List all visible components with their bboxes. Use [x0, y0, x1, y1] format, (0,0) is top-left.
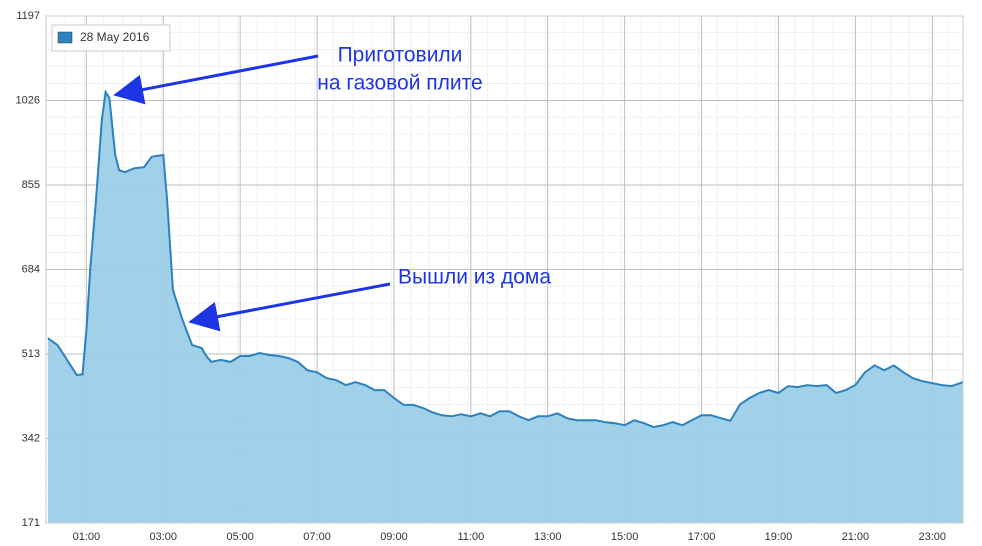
x-tick-label: 21:00 — [842, 531, 870, 543]
x-tick-label: 01:00 — [73, 531, 101, 543]
y-tick-label: 1026 — [16, 94, 40, 106]
x-tick-label: 11:00 — [457, 531, 484, 543]
x-tick-label: 19:00 — [765, 531, 793, 543]
x-tick-label: 05:00 — [226, 531, 254, 543]
y-tick-label: 684 — [22, 263, 40, 275]
x-tick-label: 23:00 — [918, 531, 946, 543]
x-tick-label: 09:00 — [380, 531, 408, 543]
y-tick-label: 342 — [22, 432, 40, 444]
line — [47, 89, 964, 429]
plot-frame — [45, 15, 964, 524]
x-tick-label: 07:00 — [303, 531, 331, 543]
x-tick-label: 15:00 — [611, 531, 639, 543]
x-tick-label: 03:00 — [150, 531, 178, 543]
y-tick-label: 513 — [22, 348, 40, 360]
annotation: Приготовили — [338, 44, 463, 67]
x-tick-label: 17:00 — [688, 531, 716, 543]
y-tick-label: 171 — [22, 517, 40, 529]
annotation-arrow — [113, 54, 319, 105]
legend-label: 28 May 2016 — [80, 30, 150, 44]
legend-swatch — [57, 31, 73, 44]
x-tick-label: 13:00 — [534, 531, 562, 543]
y-tick-label: 1197 — [16, 10, 40, 22]
y-tick-label: 855 — [22, 179, 40, 191]
annotation: на газовой плите — [317, 72, 482, 95]
annotation: Вышли из дома — [398, 266, 551, 289]
annotation-arrow — [188, 282, 391, 332]
legend: 28 May 2016 — [51, 24, 171, 52]
